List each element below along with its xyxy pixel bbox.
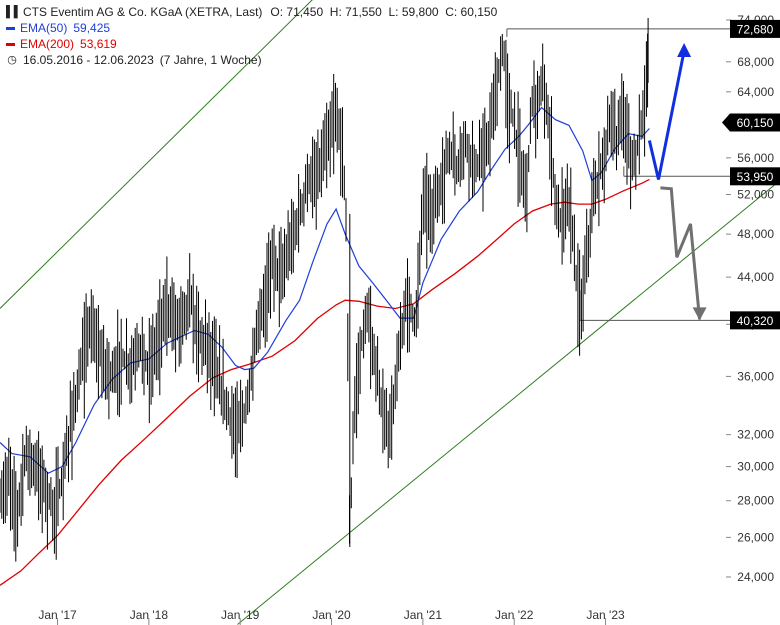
x-tick-label: Jan '23 <box>586 608 625 622</box>
projection-down-line <box>660 186 702 320</box>
legend-ema200-row: EMA(200) 53,619 <box>6 36 497 52</box>
y-tick-label: 36,000 <box>737 369 774 383</box>
legend-title-row: ▌▌ CTS Eventim AG & Co. KGaA (XETRA, Las… <box>6 4 497 20</box>
y-tick-label: 24,000 <box>737 570 774 584</box>
ema50-value: 59,425 <box>73 21 111 35</box>
level-tag-label: 53,950 <box>737 170 774 184</box>
y-tick-label: 56,000 <box>737 151 774 165</box>
x-tick-label: Jan '20 <box>312 608 351 622</box>
projection-arrows <box>647 43 707 321</box>
x-tick-label: Jan '21 <box>404 608 443 622</box>
y-tick-label: 26,000 <box>737 530 774 544</box>
level-tag <box>730 167 780 186</box>
ema50-swatch <box>6 26 15 30</box>
level-tag-label: 72,680 <box>737 22 774 36</box>
price-series <box>0 18 649 562</box>
legend-ema50-row: EMA(50) 59,425 <box>6 20 497 36</box>
y-tick-label: 48,000 <box>737 227 774 241</box>
axes: 24,00026,00028,00030,00032,00036,00040,0… <box>38 13 774 625</box>
y-tick-label: 68,000 <box>737 55 774 69</box>
ema200-value: 53,619 <box>80 37 117 51</box>
ohlc-values: O: 71,450 H: 71,550 L: 59,800 C: 60,150 <box>270 5 498 19</box>
instrument-title: CTS Eventim AG & Co. KGaA (XETRA, Last) <box>23 5 263 19</box>
level-tag <box>730 311 780 330</box>
ema200-line <box>0 178 650 586</box>
y-tick-label: 28,000 <box>737 494 774 508</box>
chart-bars-icon: ▌▌ <box>6 6 22 18</box>
ema50-line <box>0 106 650 474</box>
x-tick-label: Jan '18 <box>130 608 169 622</box>
y-tick-label: 30,000 <box>737 460 774 474</box>
ema200-swatch <box>6 42 15 46</box>
clock-icon: ◷ <box>7 54 17 66</box>
x-tick-label: Jan '17 <box>38 608 77 622</box>
ema50-series <box>0 106 650 474</box>
projection-up-line <box>647 50 686 180</box>
channel-upper-line <box>0 0 313 309</box>
period-note: (7 Jahre, 1 Woche) <box>159 53 262 67</box>
y-tick-label: 52,000 <box>737 188 774 202</box>
x-tick-label: Jan '19 <box>221 608 260 622</box>
last-price-label: 60,150 <box>737 116 774 130</box>
price-bars <box>0 18 649 562</box>
ema50-label: EMA(50) <box>20 21 68 35</box>
period-range: 16.05.2016 - 12.06.2023 <box>23 53 154 67</box>
ema200-series <box>0 178 650 586</box>
projection-down-arrowhead <box>692 307 707 321</box>
y-tick-label: 64,000 <box>737 85 774 99</box>
last-price-tag <box>722 113 780 132</box>
channel-lower-line <box>237 180 780 625</box>
horizontal-levels <box>506 28 730 321</box>
projection-up-arrowhead <box>677 43 692 58</box>
y-tick-label: 44,000 <box>737 270 774 284</box>
ema200-label: EMA(200) <box>20 37 75 51</box>
level-tag <box>730 19 780 38</box>
x-tick-label: Jan '22 <box>495 608 534 622</box>
legend-period-row: ◷ 16.05.2016 - 12.06.2023 (7 Jahre, 1 Wo… <box>6 52 497 68</box>
price-tags: 72,680 53,950 40,320 60,150 <box>722 19 780 330</box>
chart-legend: ▌▌ CTS Eventim AG & Co. KGaA (XETRA, Las… <box>6 4 497 68</box>
y-tick-label: 32,000 <box>737 428 774 442</box>
level-tag-label: 40,320 <box>737 314 774 328</box>
